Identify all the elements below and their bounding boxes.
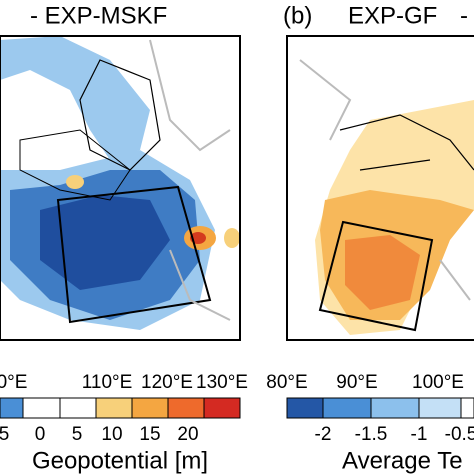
lon-label: 130°E bbox=[196, 372, 248, 393]
colorbar-label: 20 bbox=[177, 424, 198, 445]
lon-label: 120°E bbox=[141, 372, 193, 393]
lon-label: 80°E bbox=[266, 372, 307, 393]
colorbar-label: -1.5 bbox=[355, 424, 388, 445]
colorbar-title: Geopotential [m] bbox=[32, 447, 208, 474]
colorbar-label: 5 bbox=[72, 424, 83, 445]
lon-label: 100°E bbox=[412, 372, 464, 393]
map-panel-a bbox=[0, 35, 241, 341]
panel-tag: (b) bbox=[283, 2, 312, 29]
lon-label: 90°E bbox=[336, 372, 377, 393]
colorbar-label: 15 bbox=[139, 424, 160, 445]
lon-label: 0°E bbox=[0, 372, 27, 393]
colorbar-label: 0 bbox=[35, 424, 46, 445]
lon-label: 110°E bbox=[82, 372, 133, 393]
panel-title: - bbox=[460, 2, 468, 29]
colorbar-label: 10 bbox=[101, 424, 122, 445]
colorbar-label: 5 bbox=[0, 424, 9, 445]
colorbar-b bbox=[286, 397, 474, 419]
colorbar-a bbox=[0, 397, 241, 419]
colorbar-label: -2 bbox=[315, 424, 332, 445]
colorbar-label: -0.5 bbox=[445, 424, 474, 445]
panel-title: EXP-GF bbox=[348, 2, 437, 29]
panel-title: - EXP-MSKF bbox=[30, 2, 167, 29]
colorbar-title: Average Te bbox=[342, 447, 463, 474]
colorbar-label: -1 bbox=[411, 424, 428, 445]
map-panel-b bbox=[286, 35, 474, 341]
